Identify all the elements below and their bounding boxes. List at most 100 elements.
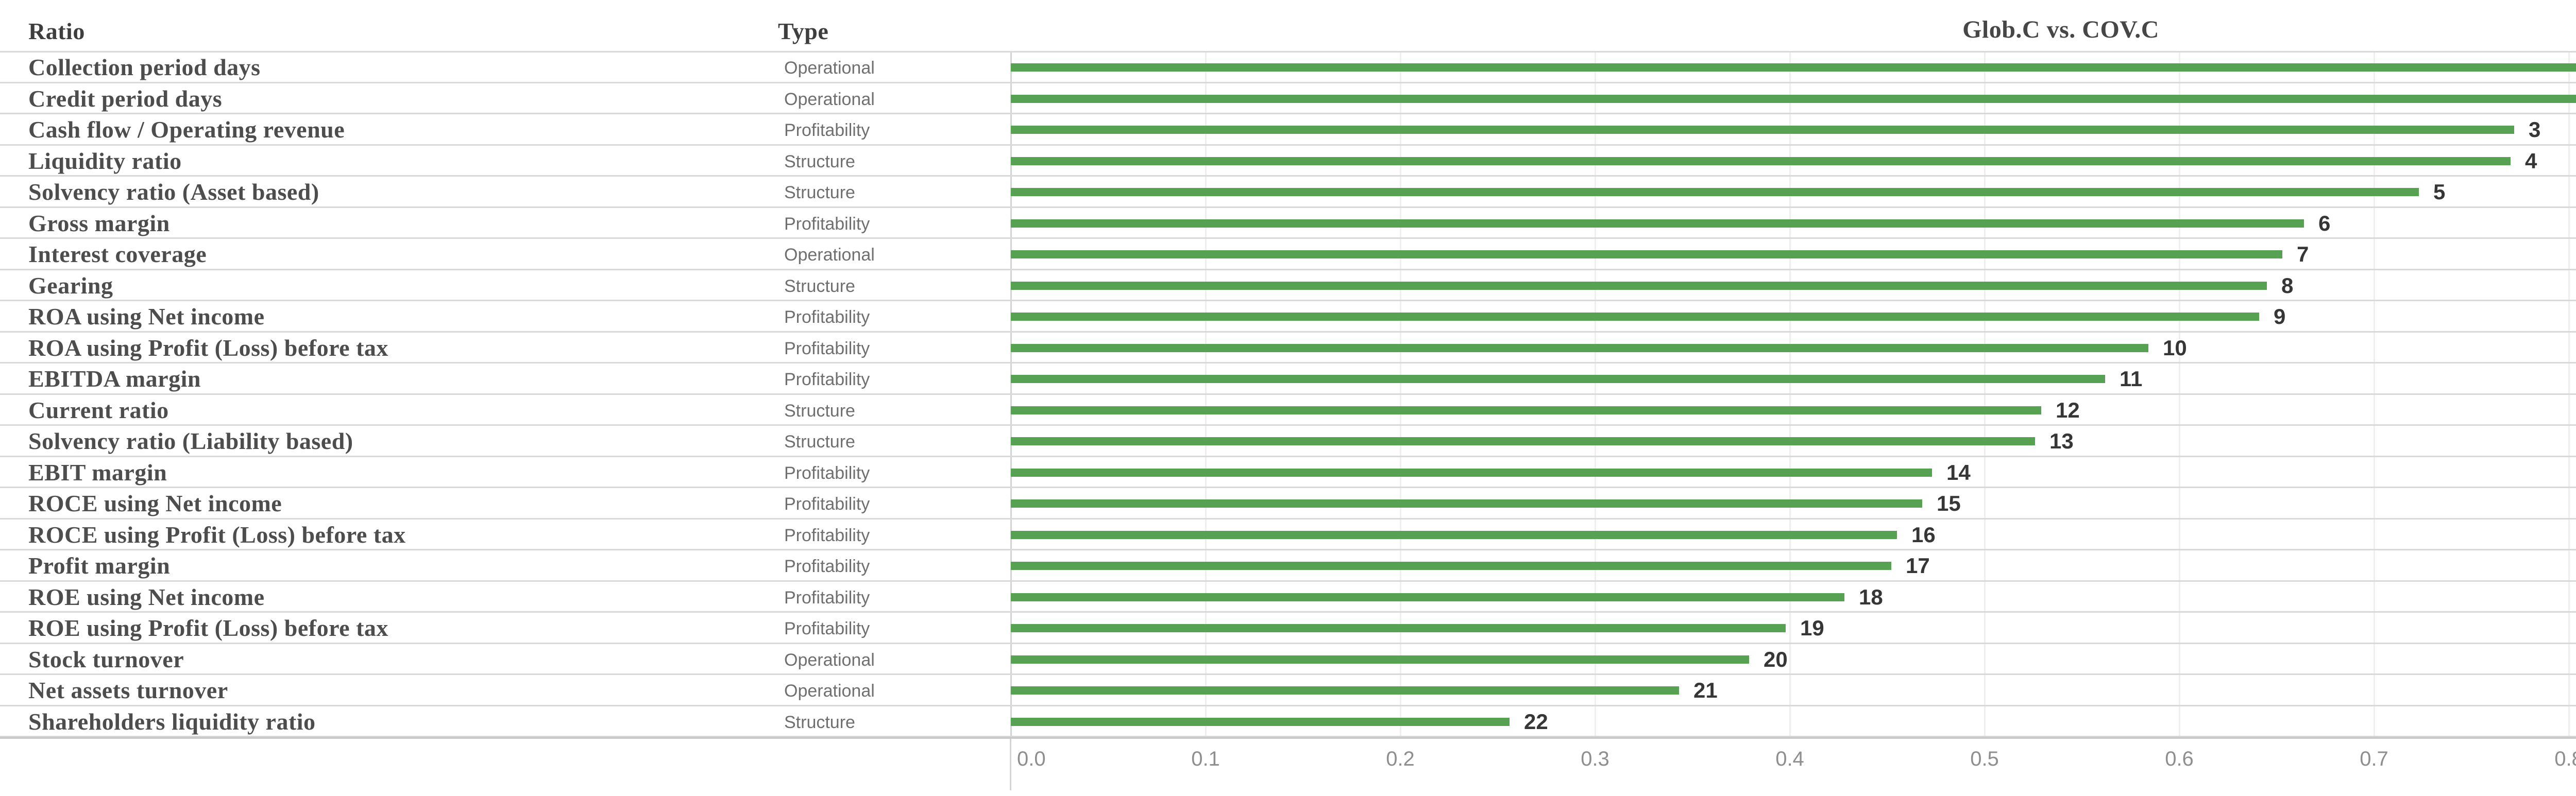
table-row: Profit margin Profitability 17: [0, 550, 2576, 582]
header-row: Ratio Type Glob.C vs. COV.C: [0, 0, 2576, 53]
type-label[interactable]: Operational: [784, 681, 875, 701]
table-row: Current ratio Structure 12: [0, 395, 2576, 426]
table-row: Shareholders liquidity ratio Structure 22: [0, 706, 2576, 737]
bar[interactable]: [1011, 157, 2511, 165]
table-row: Stock turnover Operational 20: [0, 644, 2576, 675]
ratio-label[interactable]: Current ratio: [28, 396, 169, 423]
type-label[interactable]: Profitability: [784, 338, 870, 358]
ratio-label[interactable]: Gearing: [28, 272, 113, 299]
type-label[interactable]: Operational: [784, 245, 875, 265]
bar[interactable]: [1011, 717, 1510, 726]
ratio-label[interactable]: Credit period days: [28, 85, 223, 112]
ratio-label[interactable]: Profit margin: [28, 552, 171, 579]
bar[interactable]: [1011, 313, 2259, 321]
bar[interactable]: [1011, 624, 1786, 632]
type-label[interactable]: Profitability: [784, 525, 870, 545]
ratio-label[interactable]: Collection period days: [28, 54, 261, 80]
table-row: ROCE using Net income Profitability 15: [0, 488, 2576, 520]
table-row: Liquidity ratio Structure 4: [0, 146, 2576, 177]
bar[interactable]: [1011, 686, 1679, 695]
bar-value-label: 10: [2163, 335, 2187, 360]
bar[interactable]: [1011, 94, 2576, 103]
bar[interactable]: [1011, 530, 1897, 539]
table-row: Solvency ratio (Liability based) Structur…: [0, 426, 2576, 457]
bar[interactable]: [1011, 343, 2148, 352]
type-label[interactable]: Operational: [784, 650, 875, 670]
bar[interactable]: [1011, 593, 1844, 601]
table-row: Net assets turnover Operational 21: [0, 675, 2576, 706]
x-tick-label: 0.2: [1386, 748, 1415, 770]
bar-value-label: 14: [1946, 460, 1971, 484]
type-label[interactable]: Operational: [784, 58, 875, 78]
bar-value-label: 13: [2049, 429, 2074, 453]
type-label[interactable]: Profitability: [784, 214, 870, 234]
bar-value-label: 3: [2529, 117, 2541, 142]
x-tick-label: 0.7: [2360, 748, 2388, 770]
x-tick-label: 0.5: [1970, 748, 1999, 770]
x-tick-label: 0.3: [1581, 748, 1609, 770]
type-label[interactable]: Profitability: [784, 120, 870, 140]
bar-value-label: 12: [2056, 397, 2080, 422]
x-tick-label: 0.4: [1775, 748, 1804, 770]
ratio-label[interactable]: ROA using Net income: [28, 303, 265, 330]
ratio-label[interactable]: ROE using Profit (Loss) before tax: [28, 615, 388, 641]
bar[interactable]: [1011, 406, 2041, 414]
column-header-ratio[interactable]: Ratio: [28, 18, 85, 44]
bar[interactable]: [1011, 655, 1749, 664]
ratio-label[interactable]: ROE using Net income: [28, 583, 265, 610]
bar[interactable]: [1011, 281, 2267, 290]
bar-value-label: 6: [2318, 211, 2331, 235]
table-row: ROA using Profit (Loss) before tax Profit…: [0, 333, 2576, 364]
type-label[interactable]: Structure: [784, 276, 855, 296]
ratio-label[interactable]: Stock turnover: [28, 646, 184, 672]
table-row: ROE using Net income Profitability 18: [0, 582, 2576, 613]
ratio-label[interactable]: Gross margin: [28, 210, 170, 236]
bar[interactable]: [1011, 499, 1922, 508]
column-header-type[interactable]: Type: [778, 18, 829, 44]
bar-value-label: 4: [2525, 148, 2537, 173]
bar[interactable]: [1011, 562, 1891, 570]
axis-bottom-line: [0, 737, 2576, 739]
ratio-label[interactable]: Net assets turnover: [28, 677, 228, 703]
ratio-label[interactable]: Liquidity ratio: [28, 147, 182, 174]
bar[interactable]: [1011, 63, 2576, 72]
type-label[interactable]: Structure: [784, 401, 855, 421]
type-label[interactable]: Profitability: [784, 463, 870, 483]
ratio-label[interactable]: Solvency ratio (Asset based): [28, 179, 319, 205]
bar[interactable]: [1011, 468, 1932, 477]
bar[interactable]: [1011, 188, 2419, 196]
type-label[interactable]: Profitability: [784, 557, 870, 576]
type-label[interactable]: Profitability: [784, 587, 870, 608]
x-tick-label: 0.0: [1017, 748, 1046, 770]
bar[interactable]: [1011, 219, 2304, 228]
bar[interactable]: [1011, 375, 2105, 383]
type-label[interactable]: Structure: [784, 151, 855, 171]
type-label[interactable]: Structure: [784, 432, 855, 452]
table-row: Gross margin Profitability 6: [0, 208, 2576, 239]
type-label[interactable]: Profitability: [784, 619, 870, 638]
bar[interactable]: [1011, 126, 2514, 134]
ratio-label[interactable]: ROCE using Net income: [28, 490, 282, 516]
type-label[interactable]: Operational: [784, 89, 875, 109]
ratio-label[interactable]: Interest coverage: [28, 241, 207, 267]
bar-value-label: 22: [1524, 709, 1548, 734]
type-label[interactable]: Structure: [784, 712, 855, 732]
ratio-label[interactable]: EBITDA margin: [28, 366, 201, 392]
type-label[interactable]: Profitability: [784, 370, 870, 389]
bar-value-label: 5: [2433, 180, 2446, 204]
bar[interactable]: [1011, 437, 2035, 445]
ratio-label[interactable]: EBIT margin: [28, 459, 167, 486]
table-row: Credit period daysOperational2: [0, 83, 2576, 114]
ratio-label[interactable]: Shareholders liquidity ratio: [28, 708, 316, 735]
ratio-label[interactable]: Cash flow / Operating revenue: [28, 116, 345, 143]
type-label[interactable]: Structure: [784, 183, 855, 202]
type-label[interactable]: Profitability: [784, 307, 870, 327]
ratio-label[interactable]: ROCE using Profit (Loss) before tax: [28, 521, 406, 548]
ratio-label[interactable]: Solvency ratio (Liability based): [28, 428, 353, 454]
ratio-label[interactable]: ROA using Profit (Loss) before tax: [28, 334, 388, 361]
bar[interactable]: [1011, 250, 2282, 258]
axis-left-border: [1010, 739, 1011, 790]
type-label[interactable]: Profitability: [784, 494, 870, 514]
table-row: ROCE using Profit (Loss) before tax Profi…: [0, 520, 2576, 550]
